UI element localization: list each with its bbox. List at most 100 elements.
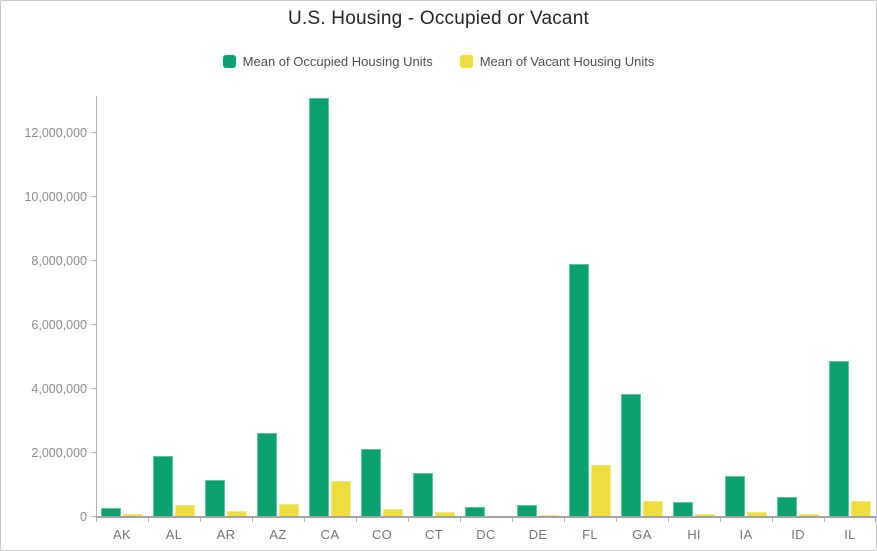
- legend-swatch: [222, 55, 236, 68]
- bar-AK-occupied[interactable]: [101, 508, 121, 517]
- bar-AZ-occupied[interactable]: [257, 433, 277, 517]
- bar-IL-vacant[interactable]: [851, 501, 871, 517]
- y-axis-tick-label: 10,000,000: [24, 190, 87, 204]
- x-axis-label-AK: AK: [113, 527, 131, 542]
- x-axis-label-DC: DC: [476, 527, 496, 542]
- x-axis-label-GA: GA: [632, 527, 652, 542]
- y-axis-tick-label: 8,000,000: [31, 254, 87, 268]
- bar-CT-occupied[interactable]: [413, 472, 433, 517]
- category-group-FL: [564, 96, 616, 517]
- x-axis-tick: [668, 517, 669, 522]
- bar-CO-vacant[interactable]: [383, 509, 403, 517]
- legend-label: Mean of Vacant Housing Units: [479, 54, 655, 69]
- bar-FL-vacant[interactable]: [591, 464, 611, 517]
- category-group-AL: [148, 96, 200, 517]
- legend-item-vacant[interactable]: Mean of Vacant Housing Units: [459, 54, 655, 69]
- bar-HI-vacant[interactable]: [695, 514, 715, 517]
- bar-DE-occupied[interactable]: [517, 505, 537, 517]
- x-axis-tick: [304, 517, 305, 522]
- x-axis-tick: [875, 517, 876, 522]
- x-axis-label-DE: DE: [528, 527, 548, 542]
- category-group-GA: [616, 96, 668, 517]
- chart-title: U.S. Housing - Occupied or Vacant: [288, 8, 589, 29]
- y-axis-tick: [91, 196, 96, 197]
- x-axis-tick: [96, 517, 97, 522]
- x-axis-tick: [408, 517, 409, 522]
- y-axis-tick-label: 6,000,000: [31, 318, 87, 332]
- bar-ID-occupied[interactable]: [777, 496, 797, 517]
- y-axis-tick: [91, 516, 96, 517]
- x-axis-tick: [355, 517, 357, 522]
- y-axis-tick-label: 2,000,000: [31, 446, 87, 460]
- x-axis-label-CA: CA: [320, 527, 340, 542]
- y-axis-tick-label: 4,000,000: [31, 382, 87, 396]
- x-axis-tick: [615, 517, 617, 522]
- bar-IL-occupied[interactable]: [829, 361, 849, 517]
- x-axis-tick: [824, 517, 825, 522]
- x-axis-line: [96, 516, 876, 518]
- bar-AR-vacant[interactable]: [227, 510, 247, 517]
- x-axis-label-CT: CT: [425, 527, 443, 542]
- bar-IA-vacant[interactable]: [747, 511, 767, 517]
- y-axis-tick: [91, 132, 96, 133]
- category-group-CT: [408, 96, 460, 517]
- x-axis-tick: [252, 517, 253, 522]
- bar-IA-occupied[interactable]: [725, 476, 745, 517]
- category-group-HI: [668, 96, 720, 517]
- legend-swatch: [459, 55, 473, 68]
- category-group-IA: [720, 96, 772, 517]
- x-axis-label-AL: AL: [165, 527, 183, 542]
- plot-area: AK AL AR AZ CA CO CT DC DE FL GA HI IA ID IL 0 2,000,00…: [24, 96, 876, 542]
- bar-HI-occupied[interactable]: [673, 502, 693, 517]
- bar-GA-occupied[interactable]: [621, 394, 641, 517]
- bar-AL-vacant[interactable]: [175, 504, 195, 517]
- bar-CA-vacant[interactable]: [331, 480, 351, 517]
- x-axis-label-FL: FL: [582, 527, 598, 542]
- category-group-IL: [824, 96, 876, 517]
- x-axis-tick: [200, 517, 201, 522]
- x-axis-label-AZ: AZ: [269, 527, 287, 542]
- bar-AZ-vacant[interactable]: [279, 504, 299, 517]
- category-group-DE: [512, 96, 564, 517]
- bar-DC-occupied[interactable]: [465, 507, 485, 517]
- x-axis-label-IL: IL: [844, 527, 856, 542]
- bar-AR-occupied[interactable]: [205, 480, 225, 517]
- y-axis-tick: [91, 452, 96, 453]
- bar-FL-occupied[interactable]: [569, 263, 589, 517]
- y-axis-tick-label: 0: [80, 510, 87, 524]
- category-group-DC: [460, 96, 512, 517]
- bar-AL-occupied[interactable]: [153, 456, 173, 517]
- x-axis-label-ID: ID: [791, 527, 805, 542]
- x-axis-label-HI: HI: [687, 527, 701, 542]
- y-axis-line: [96, 96, 97, 517]
- bar-CO-occupied[interactable]: [361, 449, 381, 517]
- bar-AK-vacant[interactable]: [123, 514, 143, 517]
- x-axis-tick: [720, 517, 721, 522]
- category-group-ID: [772, 96, 824, 517]
- category-group-AK: [96, 96, 148, 517]
- bars-row: [96, 96, 876, 517]
- category-group-CA: [304, 96, 356, 517]
- bar-GA-vacant[interactable]: [643, 501, 663, 517]
- category-group-AR: [200, 96, 252, 517]
- x-axis-tick: [148, 517, 149, 522]
- x-axis-tick: [772, 517, 773, 522]
- category-group-AZ: [252, 96, 304, 517]
- category-group-CO: [356, 96, 408, 517]
- legend-item-occupied[interactable]: Mean of Occupied Housing Units: [222, 54, 433, 69]
- x-axis-label-CO: CO: [371, 527, 393, 542]
- y-axis-tick-label: 12,000,000: [24, 126, 87, 140]
- x-axis-labels: AK AL AR AZ CA CO CT DC DE FL GA HI IA ID IL: [96, 527, 876, 542]
- legend: Mean of Occupied Housing Units Mean of Va…: [1, 54, 876, 69]
- legend-label: Mean of Occupied Housing Units: [242, 54, 433, 69]
- x-axis-tick: [460, 517, 461, 522]
- bar-CT-vacant[interactable]: [435, 512, 455, 517]
- x-axis-label-IA: IA: [739, 527, 753, 542]
- bar-DE-vacant[interactable]: [539, 514, 559, 517]
- bar-ID-vacant[interactable]: [799, 513, 819, 517]
- x-axis-tick: [564, 517, 565, 522]
- x-axis-tick: [512, 517, 513, 522]
- y-axis-tick: [91, 388, 96, 389]
- bar-CA-occupied[interactable]: [309, 97, 329, 517]
